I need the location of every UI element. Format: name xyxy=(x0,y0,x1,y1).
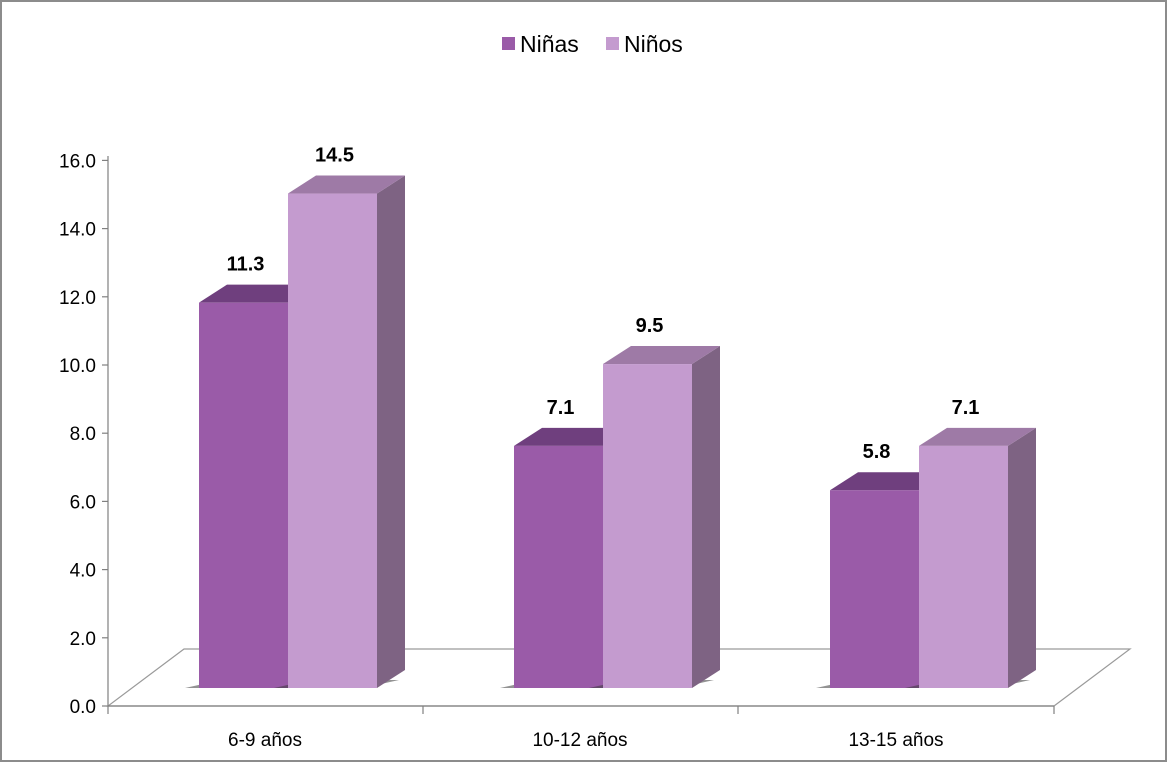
bars xyxy=(185,175,1036,689)
data-label: 7.1 xyxy=(547,397,575,419)
legend: Niñas Niños xyxy=(502,31,683,57)
bar-side-face xyxy=(377,175,405,689)
bar-side-face xyxy=(1008,427,1036,688)
data-labels: 11.3 14.5 7.1 9.5 5.8 7.1 xyxy=(227,145,980,464)
y-tick-label: 16.0 xyxy=(59,151,96,172)
legend-swatch xyxy=(606,37,619,50)
bar-top-face xyxy=(919,427,1036,446)
x-category-label: 13-15 años xyxy=(848,730,943,751)
y-tick-label: 10.0 xyxy=(59,356,96,377)
legend-label: Niños xyxy=(624,31,683,57)
y-tick-label: 6.0 xyxy=(70,492,96,513)
bar-side-face xyxy=(692,346,720,688)
y-tick-label: 8.0 xyxy=(70,424,96,445)
data-label: 9.5 xyxy=(636,315,664,337)
data-label: 11.3 xyxy=(227,254,265,276)
legend-swatch xyxy=(502,37,515,50)
bar xyxy=(514,445,603,688)
bar-top-face xyxy=(199,284,316,303)
bar xyxy=(830,490,919,688)
y-tick-label: 14.0 xyxy=(59,220,96,241)
y-tick-label: 4.0 xyxy=(70,561,96,582)
legend-label: Niñas xyxy=(520,31,579,57)
bar xyxy=(919,445,1008,688)
data-label: 5.8 xyxy=(863,441,891,463)
y-tick-label: 12.0 xyxy=(59,288,96,309)
bar-top-face xyxy=(603,346,720,365)
bar xyxy=(603,364,692,688)
y-tick-label: 0.0 xyxy=(70,697,96,718)
x-category-label: 10-12 años xyxy=(532,730,627,751)
bar-top-face xyxy=(830,472,947,491)
data-label: 14.5 xyxy=(315,145,354,167)
bar xyxy=(288,193,377,689)
y-axis: 0.0 2.0 4.0 6.0 8.0 10.0 12.0 14.0 16.0 xyxy=(59,151,109,718)
x-axis: 6-9 años 10-12 años 13-15 años xyxy=(107,705,1055,751)
bar xyxy=(199,302,288,688)
data-label: 7.1 xyxy=(952,397,980,419)
bar-top-face xyxy=(288,175,405,194)
y-tick-label: 2.0 xyxy=(70,629,96,650)
bar-top-face xyxy=(514,427,631,446)
x-category-label: 6-9 años xyxy=(228,730,302,751)
